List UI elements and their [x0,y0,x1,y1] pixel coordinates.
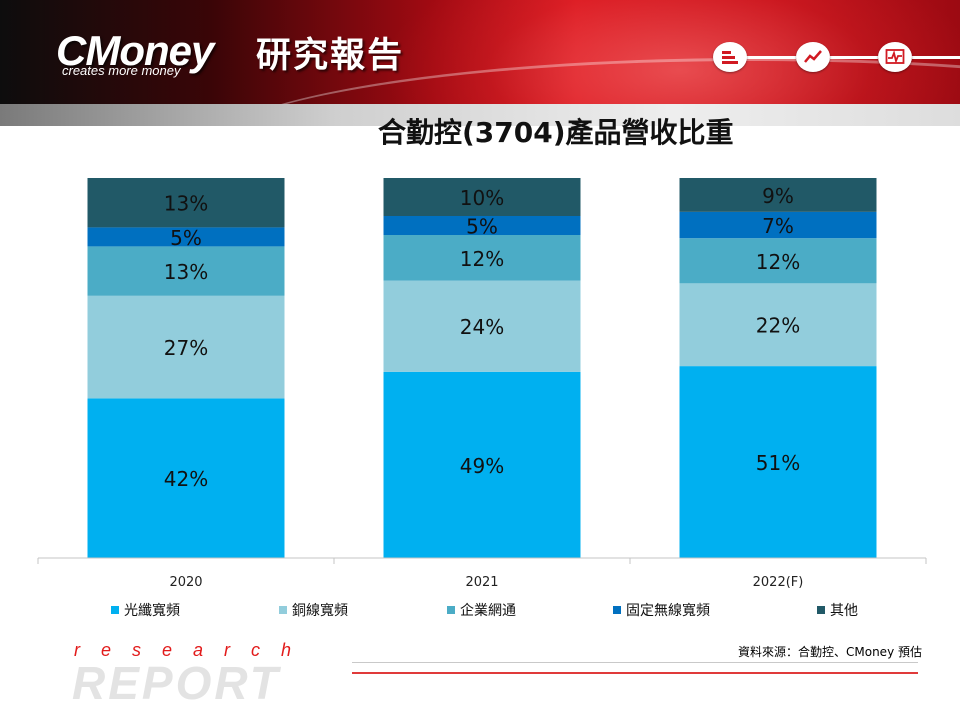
legend-label: 其他 [830,603,858,619]
x-tick-label: 2021 [465,575,498,590]
header-connector [912,56,960,59]
bar-segment [87,398,285,558]
header-banner: CMoney creates more money 研究報告 [0,0,960,126]
x-tick-label: 2020 [169,575,202,590]
data-label: 12% [756,250,800,274]
data-label: 49% [460,454,504,478]
research-word: research [74,640,313,660]
data-label: 10% [460,186,504,210]
bar-segment [383,178,581,216]
logo-tagline: creates more money [62,63,181,78]
data-label: 13% [164,192,208,216]
bar-segment [87,227,285,247]
legend-item: 固定無線寬頻 [613,601,710,621]
data-label: 51% [756,451,800,475]
line-chart-icon[interactable] [796,42,830,72]
header-connector [746,56,796,59]
legend-swatch [447,606,455,614]
bar-segment [679,283,877,367]
report-title: 研究報告 [256,36,405,76]
x-tick-label: 2022(F) [753,575,804,590]
cmoney-logo: CMoney [56,27,214,74]
stacked-bar-chart: 42% 27% 13% 5% 13% 2020 49% 24% 12% 5% 10% 2021 51% 2… [37,178,927,590]
data-label: 5% [466,215,498,239]
bar-segment [383,235,581,281]
data-label: 5% [170,226,202,250]
source-note: 資料來源：合勤控、CMoney 預估 [738,645,922,659]
legend-label: 銅線寬頻 [292,603,348,619]
bar-segment [679,366,877,558]
bar-segment [87,178,285,228]
legend-swatch [279,606,287,614]
header-connector [830,56,878,59]
legend-swatch [613,606,621,614]
legend-item: 銅線寬頻 [279,601,348,621]
chart-title: 合勤控(3704)產品營收比重 [378,116,734,149]
chart-legend: 光纖寬頻 銅線寬頻 企業網通 固定無線寬頻 其他 [111,601,911,621]
pulse-chart-icon[interactable] [878,42,912,72]
bar-segment [679,178,877,212]
data-label: 42% [164,467,208,491]
bar-segment [87,295,285,399]
data-label: 7% [762,214,794,238]
footer-divider [352,662,918,676]
legend-item: 企業網通 [447,601,516,621]
data-label: 22% [756,314,800,338]
data-label: 9% [762,184,794,208]
legend-item: 光纖寬頻 [111,601,180,621]
data-label: 27% [164,336,208,360]
data-label: 12% [460,247,504,271]
bar-segment [383,280,581,372]
legend-swatch [111,606,119,614]
legend-label: 固定無線寬頻 [626,603,710,619]
bar-list-icon[interactable] [713,42,747,72]
bar-segment [679,238,877,284]
legend-swatch [817,606,825,614]
legend-label: 企業網通 [460,603,516,619]
bar-segment [383,371,581,558]
data-label: 13% [164,260,208,284]
legend-item: 其他 [817,601,858,621]
legend-label: 光纖寬頻 [124,603,180,619]
bar-segment [383,216,581,235]
report-word: REPORT [72,657,281,709]
data-label: 24% [460,315,504,339]
bar-segment [87,246,285,296]
bar-segment [679,211,877,239]
banner-band [0,104,960,126]
